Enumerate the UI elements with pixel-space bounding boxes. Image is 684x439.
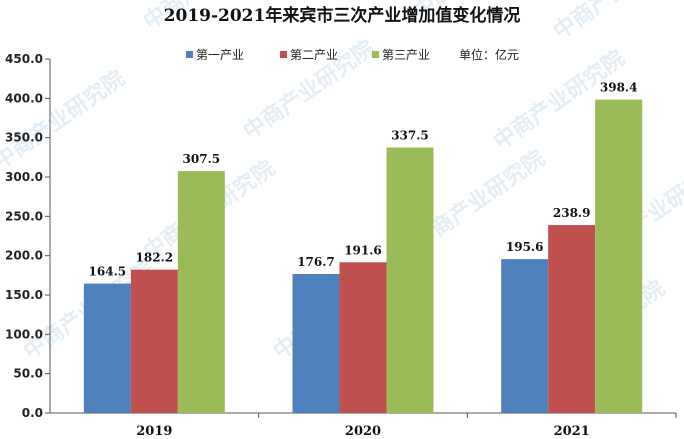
bar bbox=[548, 225, 596, 413]
watermark-text: 中商产业研究院 bbox=[0, 65, 130, 175]
x-tick-label: 2020 bbox=[345, 424, 381, 439]
y-tick-label: 400.0 bbox=[5, 91, 43, 105]
legend-swatch bbox=[372, 51, 379, 58]
data-label: 191.6 bbox=[344, 243, 382, 257]
data-label: 195.6 bbox=[506, 240, 544, 254]
x-tick-label: 2019 bbox=[136, 424, 172, 439]
legend-label: 第一产业 bbox=[196, 48, 244, 62]
data-label: 398.4 bbox=[600, 81, 638, 95]
watermark-text: 中商产业研究院 bbox=[549, 0, 684, 45]
bar bbox=[595, 99, 643, 413]
unit-note: 单位：亿元 bbox=[459, 47, 519, 62]
data-label: 238.9 bbox=[553, 206, 591, 220]
legend-swatch bbox=[280, 51, 287, 58]
bar bbox=[339, 262, 387, 413]
bars: 164.5 182.2 307.5 176.7 191.6 337.5 195.6 238.9… bbox=[83, 81, 643, 413]
legend: 第一产业 第二产业 第三产业 单位：亿元 bbox=[186, 47, 519, 62]
bar bbox=[83, 283, 131, 413]
y-tick-label: 50.0 bbox=[13, 367, 43, 381]
y-tick-label: 250.0 bbox=[5, 209, 43, 223]
chart-title: 2019-2021年来宾市三次产业增加值变化情况 bbox=[164, 5, 521, 26]
data-label: 164.5 bbox=[89, 265, 127, 279]
legend-label: 第三产业 bbox=[382, 48, 430, 62]
bar bbox=[130, 269, 178, 413]
y-tick-label: 300.0 bbox=[5, 170, 43, 184]
y-tick-label: 200.0 bbox=[5, 249, 43, 263]
data-label: 176.7 bbox=[297, 255, 335, 269]
y-tick-label: 150.0 bbox=[5, 288, 43, 302]
bar bbox=[386, 147, 434, 413]
y-tick-label: 0.0 bbox=[22, 406, 43, 420]
y-tick-label: 450.0 bbox=[5, 52, 43, 66]
y-tick-label: 100.0 bbox=[5, 327, 43, 341]
bar bbox=[177, 171, 225, 413]
x-tick-label: 2021 bbox=[554, 424, 590, 439]
data-label: 337.5 bbox=[391, 129, 429, 143]
bar bbox=[292, 273, 340, 413]
data-label: 307.5 bbox=[183, 152, 221, 166]
legend-swatch bbox=[186, 51, 193, 58]
y-tick-label: 350.0 bbox=[5, 131, 43, 145]
bar bbox=[501, 259, 549, 413]
data-label: 182.2 bbox=[136, 251, 174, 265]
legend-label: 第二产业 bbox=[290, 48, 338, 62]
